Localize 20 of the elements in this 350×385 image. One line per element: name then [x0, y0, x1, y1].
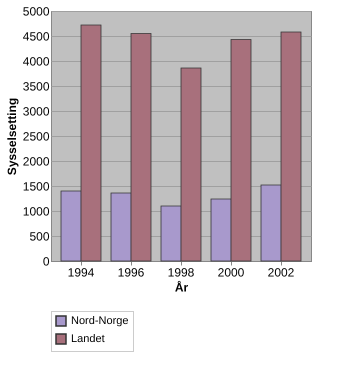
y-tick-label: 5000: [22, 4, 50, 18]
y-tick-label: 0: [42, 254, 50, 268]
y-tick-label: 1500: [22, 180, 50, 194]
y-tick-label: 2500: [22, 130, 50, 144]
legend-label: Landet: [71, 333, 105, 345]
x-tick-label: 1994: [68, 266, 95, 280]
y-tick-label: 1000: [22, 204, 50, 218]
y-tick-label: 4500: [22, 30, 50, 44]
legend-label: Nord-Norge: [71, 315, 128, 327]
x-tick-label: 2000: [218, 266, 245, 280]
y-tick-label: 2000: [22, 154, 50, 168]
x-tick-label: 1996: [118, 266, 145, 280]
y-axis-title: Sysselsetting: [4, 98, 19, 176]
y-tick-label: 500: [29, 230, 50, 244]
x-tick-label: 2002: [268, 266, 295, 280]
y-tick-label: 4000: [22, 54, 50, 68]
y-tick-label: 3500: [22, 80, 50, 94]
x-tick-label: 1998: [168, 266, 195, 280]
x-axis-title: År: [174, 280, 188, 294]
y-tick-label: 3000: [22, 104, 50, 118]
